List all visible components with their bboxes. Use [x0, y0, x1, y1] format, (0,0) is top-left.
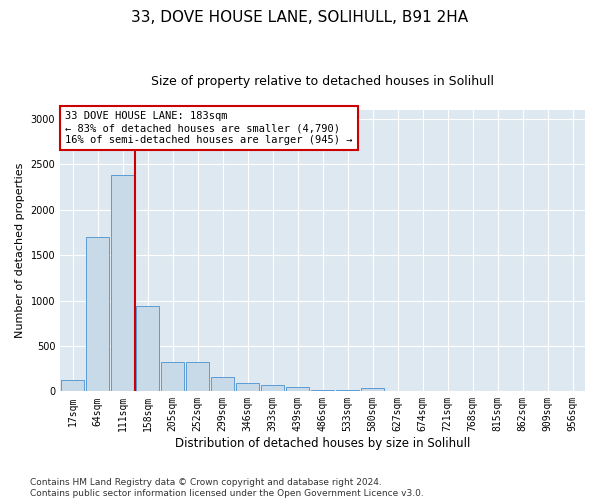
Text: Contains HM Land Registry data © Crown copyright and database right 2024.
Contai: Contains HM Land Registry data © Crown c… [30, 478, 424, 498]
X-axis label: Distribution of detached houses by size in Solihull: Distribution of detached houses by size … [175, 437, 470, 450]
Title: Size of property relative to detached houses in Solihull: Size of property relative to detached ho… [151, 75, 494, 88]
Bar [161, 362, 184, 392]
Bar [236, 383, 259, 392]
Text: 33, DOVE HOUSE LANE, SOLIHULL, B91 2HA: 33, DOVE HOUSE LANE, SOLIHULL, B91 2HA [131, 10, 469, 25]
Bar [187, 362, 209, 392]
Bar [112, 176, 134, 392]
Bar [262, 386, 284, 392]
Bar [311, 390, 334, 392]
Bar [211, 378, 234, 392]
Bar [286, 387, 309, 392]
Text: 33 DOVE HOUSE LANE: 183sqm
← 83% of detached houses are smaller (4,790)
16% of s: 33 DOVE HOUSE LANE: 183sqm ← 83% of deta… [65, 112, 353, 144]
Bar [136, 306, 159, 392]
Bar [86, 237, 109, 392]
Bar [337, 390, 359, 392]
Bar [61, 380, 84, 392]
Bar [361, 388, 384, 392]
Y-axis label: Number of detached properties: Number of detached properties [15, 163, 25, 338]
